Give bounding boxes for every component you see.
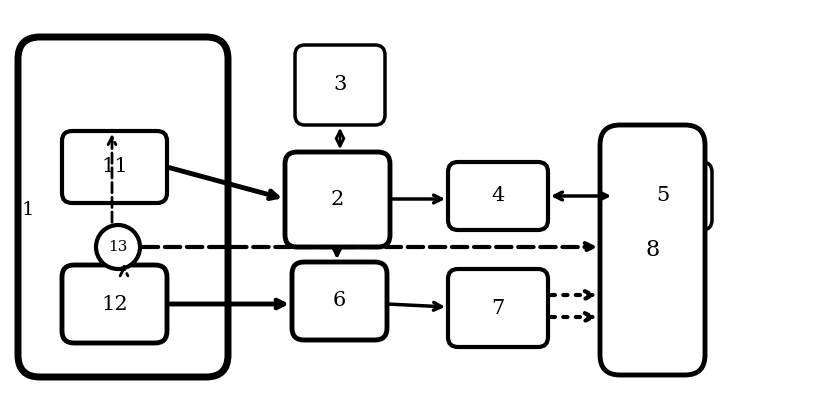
Text: 5: 5 [655, 186, 669, 205]
Text: 7: 7 [491, 299, 504, 318]
Text: 4: 4 [491, 186, 504, 205]
Text: 11: 11 [101, 158, 128, 177]
FancyBboxPatch shape [613, 162, 711, 230]
Circle shape [96, 225, 140, 269]
FancyBboxPatch shape [292, 262, 387, 340]
FancyBboxPatch shape [447, 162, 547, 230]
FancyBboxPatch shape [600, 125, 704, 375]
Text: 8: 8 [645, 239, 658, 261]
FancyBboxPatch shape [18, 37, 228, 377]
FancyBboxPatch shape [62, 265, 167, 343]
Text: 2: 2 [331, 190, 344, 209]
FancyBboxPatch shape [62, 131, 167, 203]
Text: 1: 1 [22, 201, 34, 219]
FancyBboxPatch shape [285, 152, 390, 247]
FancyBboxPatch shape [295, 45, 385, 125]
FancyBboxPatch shape [447, 269, 547, 347]
Text: 12: 12 [101, 295, 128, 314]
Text: 6: 6 [333, 292, 346, 310]
Text: 3: 3 [333, 75, 346, 94]
Text: 13: 13 [108, 240, 128, 254]
